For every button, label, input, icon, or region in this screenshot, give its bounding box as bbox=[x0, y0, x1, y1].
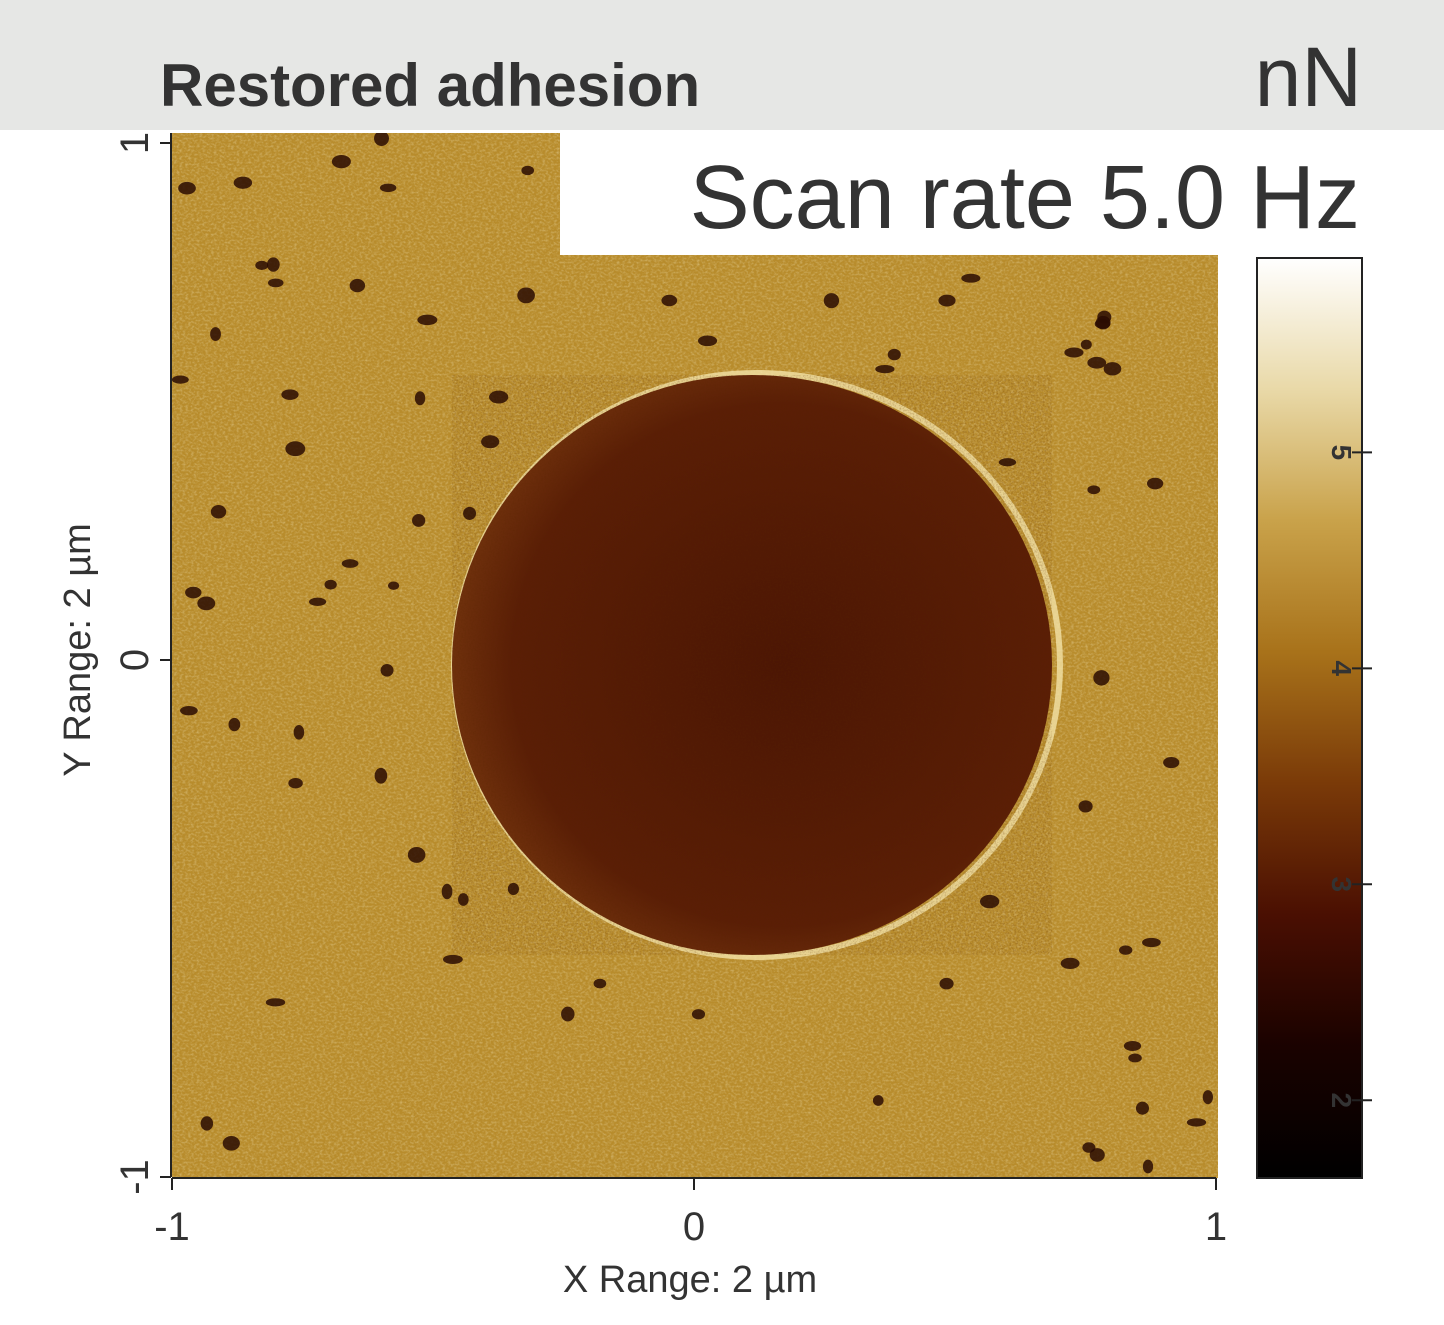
annotation: Scan rate 5.0 Hz bbox=[690, 148, 1360, 248]
pit bbox=[441, 883, 453, 900]
pit bbox=[872, 1095, 884, 1106]
pit bbox=[341, 559, 359, 568]
pit bbox=[1186, 1118, 1207, 1127]
annotation-box bbox=[560, 133, 1390, 255]
pit bbox=[1119, 945, 1133, 955]
pit bbox=[172, 375, 189, 384]
pit bbox=[1128, 1053, 1142, 1063]
pit bbox=[197, 596, 216, 611]
pit bbox=[938, 294, 956, 307]
pit bbox=[407, 846, 426, 863]
pit bbox=[233, 176, 253, 189]
pit bbox=[288, 778, 303, 789]
y-tick-label: -1 bbox=[113, 1159, 157, 1195]
pit bbox=[379, 183, 397, 193]
pit bbox=[1080, 339, 1092, 350]
x-axis-label: X Range: 2 µm bbox=[563, 1259, 817, 1301]
pit bbox=[998, 458, 1017, 467]
disc-texture bbox=[452, 375, 1052, 955]
pit bbox=[178, 181, 196, 195]
pit bbox=[1142, 937, 1161, 948]
pit bbox=[255, 260, 269, 271]
pit bbox=[222, 1136, 240, 1151]
pit bbox=[1163, 756, 1180, 769]
pit bbox=[939, 977, 954, 990]
pit bbox=[979, 894, 1000, 909]
colorbar-tick-label: 4 bbox=[1326, 661, 1357, 677]
pit bbox=[489, 390, 509, 404]
pit bbox=[1064, 347, 1084, 358]
pit bbox=[961, 273, 981, 283]
pit bbox=[349, 278, 366, 293]
pit bbox=[331, 154, 351, 169]
chart-title: Restored adhesion bbox=[160, 52, 700, 119]
pit bbox=[210, 505, 227, 519]
pit bbox=[1147, 477, 1164, 490]
pit bbox=[285, 441, 306, 457]
pit bbox=[293, 725, 305, 740]
pit bbox=[1089, 1148, 1105, 1162]
pit bbox=[1123, 1040, 1142, 1051]
pit bbox=[481, 435, 500, 449]
pit bbox=[887, 348, 901, 361]
y-tick-label: 1 bbox=[113, 132, 157, 154]
y-axis-label: Y Range: 2 µm bbox=[57, 523, 99, 777]
pit bbox=[265, 998, 286, 1007]
pit bbox=[1135, 1101, 1150, 1115]
unit-label: nN bbox=[1255, 30, 1362, 124]
x-tick-label: 0 bbox=[683, 1205, 705, 1249]
pit bbox=[691, 1009, 706, 1020]
afm-image bbox=[172, 133, 1218, 1178]
pit bbox=[1095, 315, 1111, 330]
pit bbox=[1202, 1090, 1214, 1105]
pit bbox=[185, 586, 202, 599]
pit bbox=[1142, 1159, 1154, 1174]
pit bbox=[823, 293, 840, 309]
pit bbox=[1078, 800, 1093, 813]
pit bbox=[180, 705, 198, 716]
pit bbox=[1103, 362, 1122, 376]
pit bbox=[521, 165, 535, 176]
pit bbox=[463, 506, 477, 520]
pit bbox=[593, 978, 607, 989]
y-tick-label: 0 bbox=[113, 649, 157, 671]
pit bbox=[281, 389, 299, 400]
colorbar-tick-label: 5 bbox=[1326, 445, 1357, 461]
pit bbox=[517, 287, 535, 304]
pit bbox=[387, 581, 400, 590]
pit bbox=[412, 514, 426, 527]
pit bbox=[1093, 670, 1110, 686]
pit bbox=[210, 327, 221, 342]
colorbar-tick-label: 2 bbox=[1326, 1092, 1357, 1108]
pit bbox=[1087, 356, 1107, 369]
pit bbox=[380, 663, 394, 677]
pit bbox=[228, 717, 241, 732]
pit bbox=[1060, 957, 1080, 970]
colorbar bbox=[1256, 257, 1363, 1179]
pit bbox=[266, 257, 280, 272]
pit bbox=[374, 133, 389, 147]
pit bbox=[414, 391, 426, 406]
pit bbox=[442, 954, 463, 965]
pit bbox=[661, 294, 678, 307]
pit bbox=[267, 278, 284, 288]
pit bbox=[561, 1006, 575, 1022]
pit bbox=[200, 1116, 214, 1131]
pit bbox=[1087, 485, 1101, 495]
pit bbox=[697, 335, 718, 347]
header-band bbox=[0, 0, 1444, 130]
pit bbox=[458, 893, 469, 906]
pit bbox=[875, 364, 895, 374]
pit bbox=[324, 579, 337, 590]
pit bbox=[507, 882, 520, 896]
colorbar-tick-label: 3 bbox=[1326, 877, 1357, 893]
x-tick-label: 1 bbox=[1205, 1205, 1227, 1249]
pit bbox=[417, 314, 438, 326]
pit bbox=[1082, 1142, 1096, 1153]
x-tick-label: -1 bbox=[154, 1205, 190, 1249]
pit bbox=[308, 597, 327, 606]
pit bbox=[374, 767, 388, 784]
